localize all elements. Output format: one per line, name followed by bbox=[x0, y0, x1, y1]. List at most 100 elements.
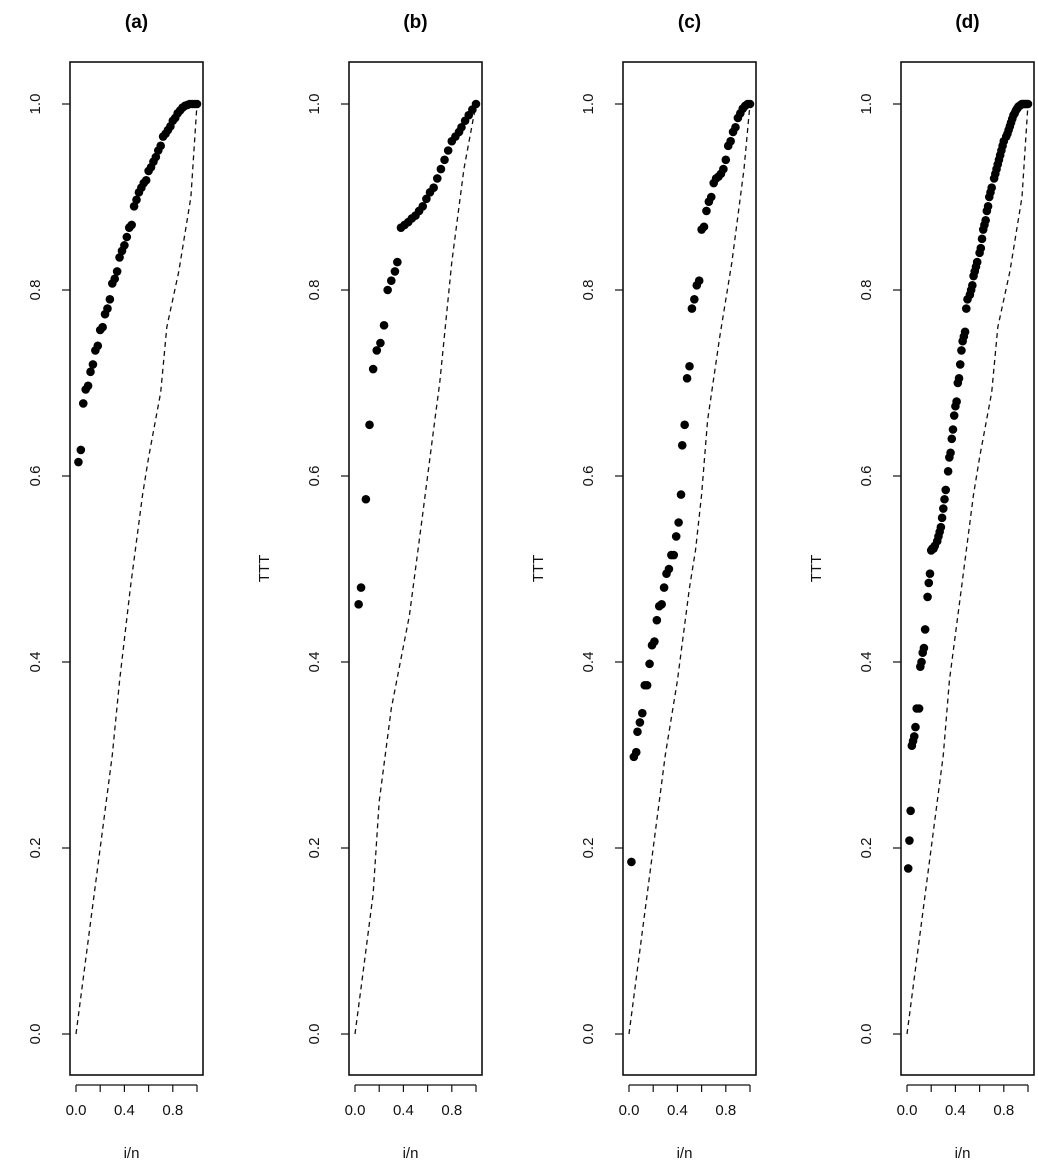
y-tick-label: 1.0 bbox=[858, 94, 875, 115]
data-point bbox=[949, 411, 959, 420]
x-axis-label: i/n bbox=[677, 1145, 693, 1162]
data-point bbox=[941, 485, 951, 495]
y-tick-label: 0.6 bbox=[580, 466, 597, 487]
y-tick-label: 0.8 bbox=[858, 280, 875, 301]
data-point bbox=[685, 361, 694, 371]
y-tick-label: 0.4 bbox=[306, 652, 323, 673]
data-point bbox=[129, 202, 139, 211]
data-point bbox=[943, 467, 953, 476]
data-point bbox=[939, 504, 948, 513]
data-point bbox=[471, 99, 481, 109]
data-point bbox=[368, 364, 378, 374]
data-point bbox=[706, 192, 716, 202]
x-tick-label: 0.4 bbox=[945, 1102, 966, 1119]
data-point bbox=[920, 625, 930, 634]
data-point bbox=[115, 253, 124, 262]
data-point bbox=[132, 195, 141, 205]
data-point bbox=[925, 569, 935, 578]
data-point bbox=[936, 522, 946, 532]
panel-title: (c) bbox=[678, 12, 701, 33]
data-point bbox=[457, 122, 466, 132]
data-point bbox=[436, 164, 446, 174]
data-point bbox=[88, 360, 98, 369]
data-point bbox=[156, 141, 165, 151]
data-point bbox=[952, 397, 961, 406]
y-tick-label: 0.8 bbox=[27, 280, 44, 301]
x-axis-label: i/n bbox=[124, 1145, 140, 1162]
data-point bbox=[645, 659, 654, 669]
data-point bbox=[923, 592, 932, 602]
data-point bbox=[937, 513, 947, 523]
x-tick-label: 0.0 bbox=[619, 1102, 640, 1119]
data-point bbox=[383, 285, 392, 295]
data-point bbox=[120, 241, 129, 250]
data-point bbox=[694, 276, 704, 286]
data-point bbox=[983, 202, 993, 211]
data-point bbox=[977, 234, 987, 244]
data-point bbox=[669, 550, 679, 560]
data-point bbox=[361, 494, 371, 504]
data-point bbox=[968, 281, 977, 290]
data-point bbox=[633, 727, 642, 737]
y-tick-label: 0.0 bbox=[580, 1024, 597, 1045]
data-point bbox=[657, 600, 666, 609]
data-point bbox=[676, 490, 686, 499]
y-tick-label: 0.6 bbox=[27, 466, 44, 487]
data-point bbox=[961, 304, 971, 313]
data-point bbox=[103, 304, 112, 313]
y-tick-label: 0.8 bbox=[306, 280, 323, 301]
data-point bbox=[74, 457, 83, 467]
data-point bbox=[652, 615, 662, 625]
data-point bbox=[948, 425, 958, 434]
data-point bbox=[960, 327, 970, 337]
data-point bbox=[690, 295, 699, 304]
y-tick-label: 0.4 bbox=[580, 652, 597, 673]
data-point bbox=[440, 155, 449, 165]
data-point bbox=[987, 183, 996, 192]
data-point bbox=[911, 722, 920, 732]
x-axis-label: i/n bbox=[403, 1145, 419, 1162]
y-tick-label: 0.2 bbox=[27, 838, 44, 859]
y-axis-label: TTT bbox=[808, 555, 825, 583]
panel-a: (a) 0.0 0.2 0.4 0.6 0.8 1.0 0.0 0.4 0.8 i/n bbox=[27, 12, 204, 1162]
data-point bbox=[354, 600, 363, 609]
data-point bbox=[112, 267, 122, 276]
panel-c: (c) 0.0 0.2 0.4 0.6 0.8 1.0 TTT 0.0 0.4 0.8 i/n bbox=[530, 12, 757, 1162]
data-point bbox=[393, 257, 402, 267]
data-point bbox=[721, 155, 731, 165]
x-tick-label: 0.4 bbox=[393, 1102, 414, 1119]
data-point bbox=[98, 322, 107, 332]
data-point bbox=[78, 399, 88, 408]
y-axis-label: TTT bbox=[256, 555, 273, 583]
y-tick-label: 0.6 bbox=[306, 466, 323, 487]
y-tick-label: 0.0 bbox=[27, 1024, 44, 1045]
data-point bbox=[682, 374, 692, 383]
data-point bbox=[680, 420, 689, 430]
data-point bbox=[659, 583, 669, 592]
y-tick-label: 1.0 bbox=[580, 94, 597, 115]
panel-title: (b) bbox=[403, 12, 427, 33]
data-point bbox=[141, 175, 151, 185]
data-point bbox=[947, 434, 957, 444]
x-axis-label: i/n bbox=[955, 1145, 971, 1162]
data-point bbox=[674, 518, 683, 527]
data-point bbox=[356, 583, 366, 592]
x-tick-label: 0.8 bbox=[715, 1102, 736, 1119]
data-point bbox=[110, 274, 120, 284]
data-point bbox=[940, 494, 949, 504]
data-point bbox=[726, 136, 735, 146]
data-point bbox=[914, 704, 924, 713]
x-tick-label: 0.8 bbox=[993, 1102, 1014, 1119]
y-tick-label: 0.2 bbox=[306, 838, 323, 859]
data-point bbox=[151, 152, 161, 162]
panel-title: (d) bbox=[955, 12, 979, 33]
data-point bbox=[954, 374, 964, 383]
data-point bbox=[76, 445, 86, 455]
data-point bbox=[957, 346, 966, 355]
data-point bbox=[1023, 99, 1033, 109]
data-point bbox=[372, 346, 382, 355]
y-tick-label: 0.0 bbox=[858, 1024, 875, 1045]
reference-dashed-line bbox=[628, 103, 751, 1035]
data-point bbox=[429, 183, 438, 192]
